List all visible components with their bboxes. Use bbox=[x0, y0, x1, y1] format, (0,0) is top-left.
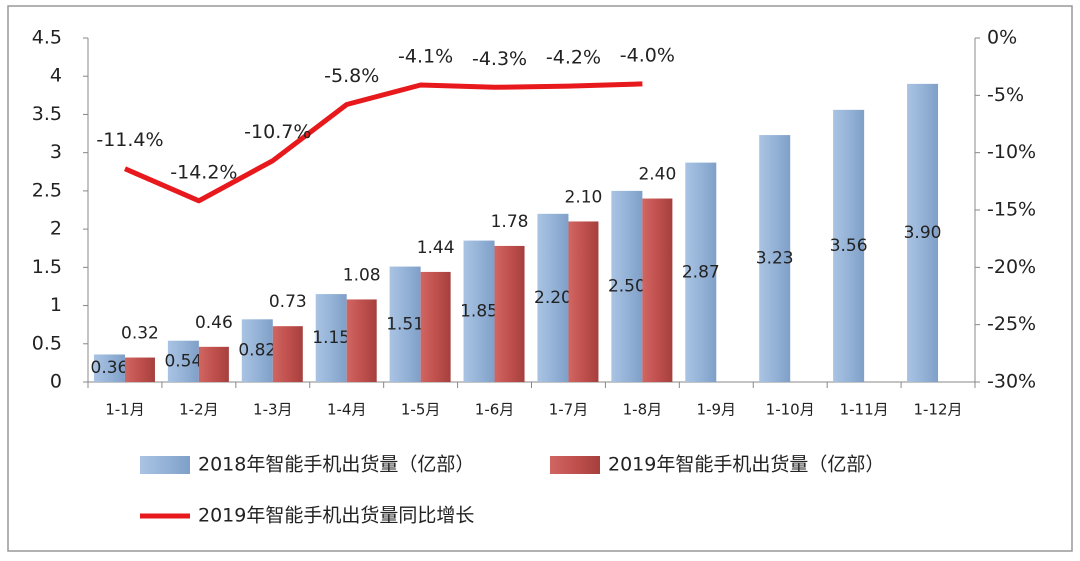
data-label: 2.40 bbox=[638, 165, 676, 185]
data-label: -10.7% bbox=[244, 121, 311, 143]
bar bbox=[494, 245, 525, 382]
legend-label: 2019年智能手机出货量（亿部） bbox=[608, 454, 884, 476]
data-label: 2.87 bbox=[682, 262, 720, 282]
y2-tick-label: -20% bbox=[987, 256, 1036, 278]
bar bbox=[315, 294, 347, 382]
legend-swatch bbox=[550, 456, 600, 474]
bar bbox=[537, 213, 569, 382]
data-label: 3.23 bbox=[756, 249, 794, 269]
x-tick-label: 1-3月 bbox=[253, 401, 293, 419]
x-tick-label: 1-1月 bbox=[105, 401, 145, 419]
x-tick-label: 1-10月 bbox=[766, 401, 815, 419]
data-label: 1.08 bbox=[343, 265, 381, 285]
data-label: 2.10 bbox=[565, 187, 603, 207]
data-label: 3.90 bbox=[904, 223, 942, 243]
data-label: 2.50 bbox=[608, 276, 646, 296]
bar bbox=[611, 190, 643, 382]
legend-label: 2019年智能手机出货量同比增长 bbox=[198, 505, 474, 527]
data-label: -4.2% bbox=[546, 47, 601, 69]
data-label: -4.3% bbox=[472, 48, 527, 70]
bar bbox=[833, 109, 865, 382]
bar bbox=[463, 240, 495, 382]
y2-tick-label: -5% bbox=[987, 84, 1024, 106]
data-label: 1.85 bbox=[460, 301, 498, 321]
y2-tick-label: -30% bbox=[987, 371, 1036, 393]
bar bbox=[272, 326, 303, 382]
x-tick-label: 1-4月 bbox=[327, 401, 367, 419]
data-label: 0.36 bbox=[91, 358, 129, 378]
data-label: 0.46 bbox=[195, 313, 233, 333]
x-tick-label: 1-6月 bbox=[475, 401, 515, 419]
data-label: -14.2% bbox=[170, 161, 237, 183]
bar bbox=[420, 271, 451, 382]
x-tick-label: 1-2月 bbox=[179, 401, 219, 419]
y-tick-label: 0 bbox=[50, 371, 62, 393]
data-label: 0.82 bbox=[238, 341, 276, 361]
x-tick-label: 1-8月 bbox=[623, 401, 663, 419]
data-label: -5.8% bbox=[324, 65, 379, 87]
data-label: 1.51 bbox=[386, 314, 424, 334]
x-tick-label: 1-12月 bbox=[914, 401, 963, 419]
data-label: 0.32 bbox=[121, 324, 159, 344]
y2-tick-label: -15% bbox=[987, 199, 1036, 221]
bar bbox=[907, 83, 939, 382]
data-label: 1.44 bbox=[417, 238, 455, 258]
x-tick-label: 1-5月 bbox=[401, 401, 441, 419]
bar bbox=[346, 299, 377, 382]
legend-label: 2018年智能手机出货量（亿部） bbox=[198, 454, 474, 476]
bar bbox=[167, 340, 199, 382]
bar bbox=[389, 266, 421, 382]
x-tick-label: 1-11月 bbox=[840, 401, 889, 419]
y-tick-label: 3.5 bbox=[32, 103, 62, 125]
data-label: 2.20 bbox=[534, 288, 572, 308]
data-label: -4.1% bbox=[398, 46, 453, 68]
data-label: 1.78 bbox=[491, 212, 529, 232]
legend-swatch bbox=[140, 456, 190, 474]
y2-tick-label: -25% bbox=[987, 313, 1036, 335]
bar bbox=[241, 319, 273, 382]
y-tick-label: 1.5 bbox=[32, 256, 62, 278]
bar bbox=[685, 162, 717, 382]
data-label: -4.0% bbox=[620, 44, 675, 66]
data-label: 0.54 bbox=[164, 351, 202, 371]
bar bbox=[759, 135, 791, 382]
y-tick-label: 0.5 bbox=[32, 332, 62, 354]
data-label: -11.4% bbox=[96, 129, 163, 151]
data-label: 0.73 bbox=[269, 292, 307, 312]
y-tick-label: 3 bbox=[50, 141, 62, 163]
y2-tick-label: -10% bbox=[987, 141, 1036, 163]
y-tick-label: 2 bbox=[50, 218, 62, 240]
data-label: 3.56 bbox=[830, 236, 868, 256]
bar bbox=[568, 221, 599, 382]
bar bbox=[642, 198, 673, 382]
bar bbox=[93, 354, 125, 382]
line bbox=[123, 81, 643, 204]
y-tick-label: 2.5 bbox=[32, 179, 62, 201]
y-tick-label: 4 bbox=[50, 65, 62, 87]
y2-tick-label: 0% bbox=[987, 27, 1017, 49]
x-tick-label: 1-9月 bbox=[697, 401, 737, 419]
y-tick-label: 4.5 bbox=[32, 27, 62, 49]
bar bbox=[124, 357, 155, 382]
bar bbox=[198, 346, 229, 382]
y-tick-label: 1 bbox=[50, 294, 62, 316]
x-tick-label: 1-7月 bbox=[549, 401, 589, 419]
data-label: 1.15 bbox=[312, 328, 350, 348]
